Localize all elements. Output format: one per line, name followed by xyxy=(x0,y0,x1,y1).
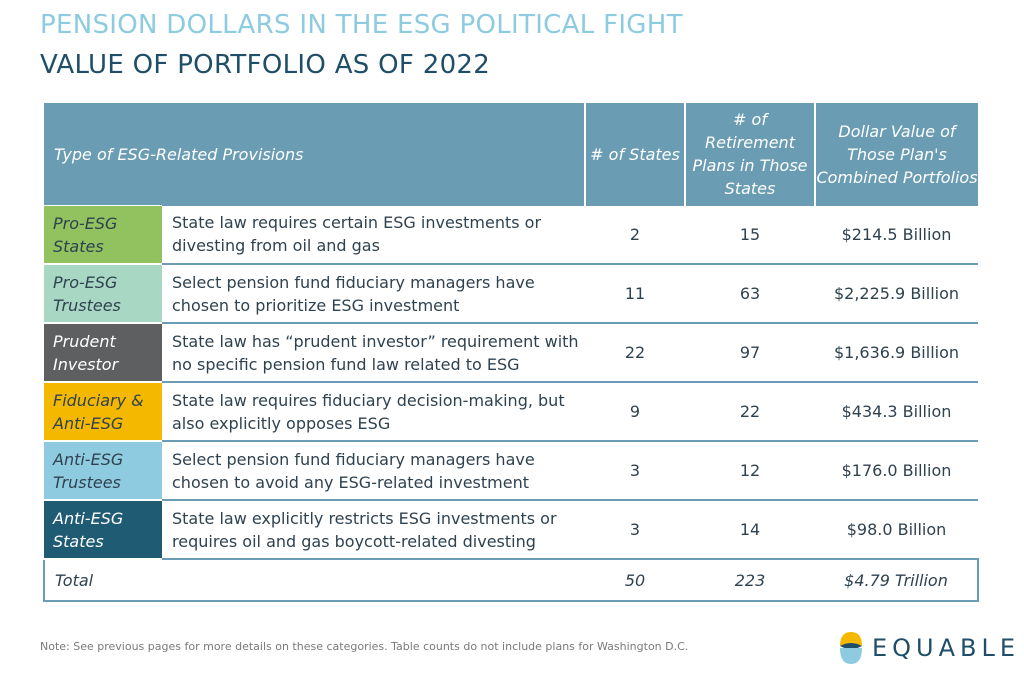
category-label: Fiduciary & Anti-ESG xyxy=(44,381,162,442)
header-states: # of States xyxy=(585,103,686,206)
row-description: State law requires certain ESG investmen… xyxy=(162,205,585,265)
row-value: $2,225.9 Billion xyxy=(815,264,978,324)
esg-table: Type of ESG-Related Provisions # of Stat… xyxy=(43,103,979,602)
row-description: Select pension fund fiduciary managers h… xyxy=(162,441,585,501)
table-row: Pro-ESG Trustees Select pension fund fidu… xyxy=(44,263,978,324)
row-value: $1,636.9 Billion xyxy=(815,323,978,383)
row-plans: 63 xyxy=(685,264,815,324)
category-label: Anti-ESG Trustees xyxy=(44,440,162,501)
total-label: Total xyxy=(43,558,585,602)
row-plans: 15 xyxy=(685,205,815,265)
row-description: State law has “prudent investor” require… xyxy=(162,323,585,383)
header-plans: # of Retirement Plans in Those States xyxy=(685,103,816,206)
category-label: Pro-ESG States xyxy=(44,205,162,265)
row-plans: 22 xyxy=(685,382,815,442)
row-description: State law requires fiduciary decision-ma… xyxy=(162,382,585,442)
table-row: Pro-ESG States State law requires certain… xyxy=(44,205,978,265)
page-title: PENSION DOLLARS IN THE ESG POLITICAL FIG… xyxy=(40,10,683,40)
row-value: $434.3 Billion xyxy=(815,382,978,442)
row-states: 22 xyxy=(585,323,685,383)
row-value: $98.0 Billion xyxy=(815,500,978,560)
table-row: Prudent Investor State law has “prudent i… xyxy=(44,322,978,383)
table-header: Type of ESG-Related Provisions # of Stat… xyxy=(44,103,978,206)
equable-logo-icon xyxy=(840,632,862,664)
row-value: $176.0 Billion xyxy=(815,441,978,501)
logo-text: EQUABLE xyxy=(872,634,1021,662)
row-description: State law explicitly restricts ESG inves… xyxy=(162,500,585,560)
row-states: 3 xyxy=(585,500,685,560)
page-subtitle: VALUE OF PORTFOLIO AS OF 2022 xyxy=(40,50,491,80)
category-label: Anti-ESG States xyxy=(44,499,162,560)
total-value: $4.79 Trillion xyxy=(815,558,979,602)
footnote: Note: See previous pages for more detail… xyxy=(40,640,689,653)
category-label: Pro-ESG Trustees xyxy=(44,263,162,324)
header-value: Dollar Value of Those Plan's Combined Po… xyxy=(815,103,978,206)
row-plans: 12 xyxy=(685,441,815,501)
row-description: Select pension fund fiduciary managers h… xyxy=(162,264,585,324)
total-states: 50 xyxy=(585,558,685,602)
header-type: Type of ESG-Related Provisions xyxy=(44,103,586,206)
row-states: 9 xyxy=(585,382,685,442)
table-row: Fiduciary & Anti-ESG State law requires f… xyxy=(44,381,978,442)
total-plans: 223 xyxy=(685,558,815,602)
row-states: 3 xyxy=(585,441,685,501)
row-value: $214.5 Billion xyxy=(815,205,978,265)
row-states: 11 xyxy=(585,264,685,324)
table-row: Anti-ESG States State law explicitly rest… xyxy=(44,499,978,560)
table-row: Anti-ESG Trustees Select pension fund fid… xyxy=(44,440,978,501)
row-plans: 97 xyxy=(685,323,815,383)
total-row: Total 50 223 $4.79 Trillion xyxy=(43,558,979,602)
row-states: 2 xyxy=(585,205,685,265)
category-label: Prudent Investor xyxy=(44,322,162,383)
equable-logo: EQUABLE xyxy=(838,630,1020,666)
row-plans: 14 xyxy=(685,500,815,560)
